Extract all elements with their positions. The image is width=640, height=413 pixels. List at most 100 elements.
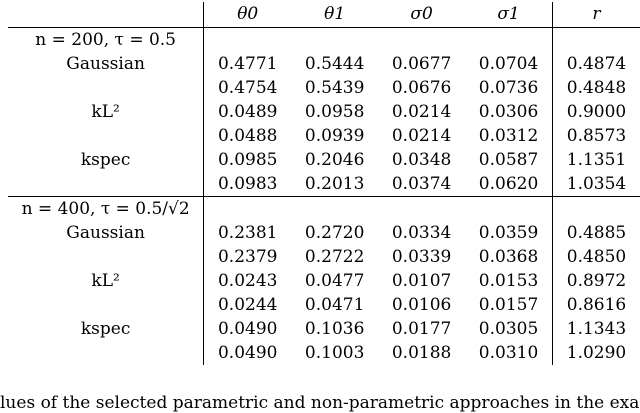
method-label: kL² [8, 100, 204, 124]
empty-cell [553, 197, 640, 222]
method-label: kspec [8, 317, 204, 341]
value-cell: 0.5439 [291, 76, 378, 100]
value-cell: 0.2013 [291, 172, 378, 197]
value-cell: 0.0177 [378, 317, 465, 341]
empty-cell [291, 197, 378, 222]
empty-cell [378, 28, 465, 53]
value-cell: 0.0983 [204, 172, 291, 197]
value-cell: 0.0243 [204, 269, 291, 293]
empty-cell [204, 28, 291, 53]
empty-cell [378, 197, 465, 222]
value-cell: 0.2381 [204, 221, 291, 245]
method-label-empty [8, 341, 204, 365]
caption-fragment: lues of the selected parametric and non-… [0, 393, 640, 413]
value-cell: 0.2720 [291, 221, 378, 245]
value-cell: 0.0153 [465, 269, 552, 293]
section-title: n = 200, τ = 0.5 [8, 28, 204, 53]
value-cell: 0.8573 [553, 124, 640, 148]
value-cell: 0.0985 [204, 148, 291, 172]
empty-cell [291, 28, 378, 53]
value-cell: 0.2379 [204, 245, 291, 269]
value-cell: 0.0157 [465, 293, 552, 317]
value-cell: 0.0306 [465, 100, 552, 124]
value-cell: 0.0958 [291, 100, 378, 124]
method-label: Gaussian [8, 221, 204, 245]
value-cell: 0.0488 [204, 124, 291, 148]
value-cell: 0.8972 [553, 269, 640, 293]
value-cell: 0.5444 [291, 52, 378, 76]
value-cell: 1.0290 [553, 341, 640, 365]
value-cell: 0.0214 [378, 124, 465, 148]
value-cell: 1.1351 [553, 148, 640, 172]
value-cell: 0.4874 [553, 52, 640, 76]
header-theta0: θ0 [204, 2, 291, 28]
empty-cell [465, 197, 552, 222]
value-cell: 0.4885 [553, 221, 640, 245]
value-cell: 0.0676 [378, 76, 465, 100]
section-heading-row: n = 200, τ = 0.5 [8, 28, 640, 53]
method-label-empty [8, 245, 204, 269]
value-cell: 0.0305 [465, 317, 552, 341]
value-cell: 0.4850 [553, 245, 640, 269]
method-label: kspec [8, 148, 204, 172]
value-cell: 0.1003 [291, 341, 378, 365]
value-cell: 0.0359 [465, 221, 552, 245]
value-cell: 0.8616 [553, 293, 640, 317]
method-label-empty [8, 293, 204, 317]
header-sigma0: σ0 [378, 2, 465, 28]
header-r: r [553, 2, 640, 28]
value-cell: 0.0188 [378, 341, 465, 365]
method-label: kL² [8, 269, 204, 293]
header-theta1: θ1 [291, 2, 378, 28]
value-cell: 0.0736 [465, 76, 552, 100]
value-cell: 0.0939 [291, 124, 378, 148]
value-cell: 0.0490 [204, 341, 291, 365]
value-cell: 0.4754 [204, 76, 291, 100]
table-header-row: θ0 θ1 σ0 σ1 r [8, 2, 640, 28]
value-cell: 0.0310 [465, 341, 552, 365]
method-label-empty [8, 172, 204, 197]
section-title: n = 400, τ = 0.5/√2 [8, 197, 204, 222]
method-label-empty [8, 76, 204, 100]
value-cell: 0.9000 [553, 100, 640, 124]
value-cell: 0.0334 [378, 221, 465, 245]
value-cell: 0.0374 [378, 172, 465, 197]
empty-cell [553, 28, 640, 53]
value-cell: 0.0490 [204, 317, 291, 341]
value-cell: 0.2722 [291, 245, 378, 269]
value-cell: 0.0587 [465, 148, 552, 172]
header-sigma1: σ1 [465, 2, 552, 28]
value-cell: 0.0348 [378, 148, 465, 172]
value-cell: 0.1036 [291, 317, 378, 341]
empty-cell [204, 197, 291, 222]
header-blank [8, 2, 204, 28]
value-cell: 0.0489 [204, 100, 291, 124]
value-cell: 0.0368 [465, 245, 552, 269]
value-cell: 0.0312 [465, 124, 552, 148]
value-cell: 0.0620 [465, 172, 552, 197]
empty-cell [465, 28, 552, 53]
value-cell: 0.0471 [291, 293, 378, 317]
value-cell: 0.0704 [465, 52, 552, 76]
value-cell: 0.0214 [378, 100, 465, 124]
value-cell: 1.1343 [553, 317, 640, 341]
value-cell: 0.4771 [204, 52, 291, 76]
value-cell: 0.2046 [291, 148, 378, 172]
value-cell: 0.0339 [378, 245, 465, 269]
value-cell: 0.0244 [204, 293, 291, 317]
value-cell: 0.0107 [378, 269, 465, 293]
